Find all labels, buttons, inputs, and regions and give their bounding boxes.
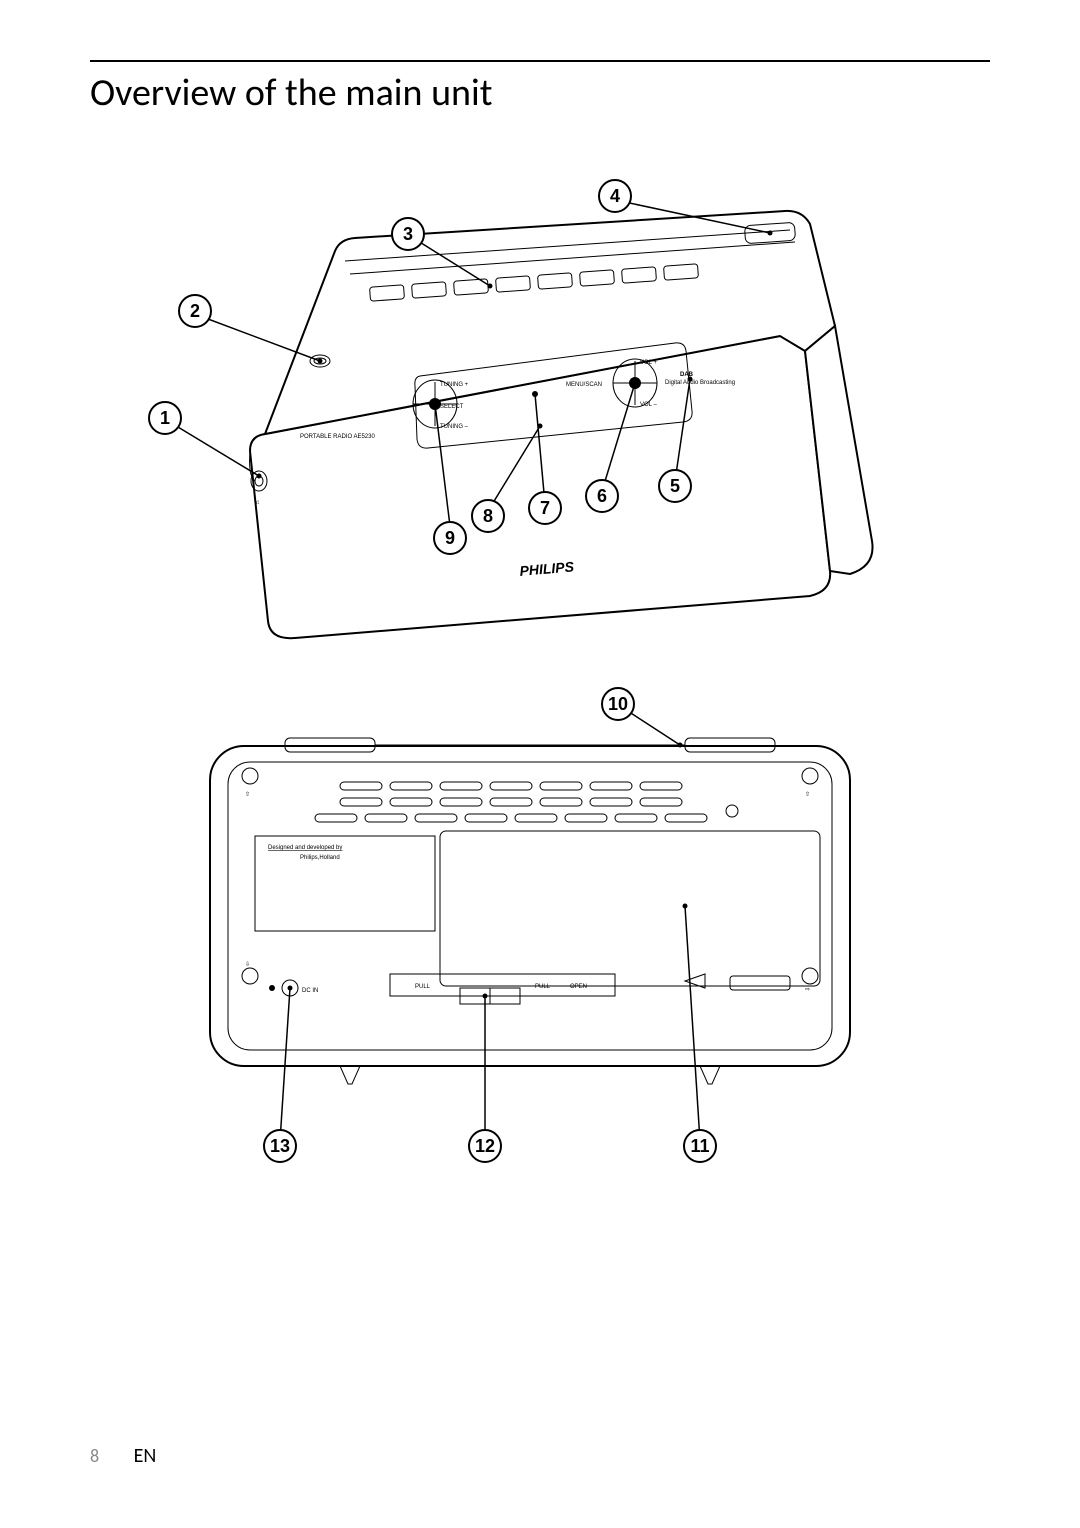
svg-text:6: 6 [597,486,607,506]
svg-text:1: 1 [160,408,170,428]
callout-1: 1 [149,402,181,434]
back-view-diagram: ⇧ ⇧ ⇩ ⇨ Designed and developed by Philip… [90,666,990,1206]
callout-7: 7 [529,492,561,524]
top-rule [90,60,990,62]
tuning-minus-label: TUNING – [440,424,469,430]
callout-9: 9 [434,522,466,554]
svg-text:4: 4 [610,186,620,206]
callout-3: 3 [392,218,424,250]
callout-12: 12 [469,1130,501,1162]
menu-scan-label: MENU/SCAN [566,382,602,388]
svg-text:♫: ♫ [255,500,260,506]
diagram-area: TUNING + TUNING – SELECT VOL + VOL – MEN… [90,146,990,1206]
radio-back-body: ⇧ ⇧ ⇩ ⇨ Designed and developed by Philip… [210,738,850,1084]
tuning-plus-label: TUNING + [440,382,469,388]
callout-2: 2 [179,295,211,327]
language-code: EN [134,1444,157,1468]
dc-in-label: DC IN [302,988,318,994]
svg-text:12: 12 [475,1136,495,1156]
callout-6: 6 [586,480,618,512]
page-number: 8 [90,1445,99,1467]
svg-text:3: 3 [403,224,413,244]
dab-sublabel: Digital Audio Broadcasting [665,380,735,386]
callout-13: 13 [264,1130,296,1162]
vol-minus-label: VOL – [640,402,657,408]
vol-plus-label: VOL + [640,360,657,366]
svg-text:2: 2 [190,301,200,321]
callout-8: 8 [472,500,504,532]
svg-text:10: 10 [608,694,628,714]
designed-by-label: Designed and developed by [268,845,342,851]
svg-text:11: 11 [690,1136,709,1156]
svg-text:9: 9 [445,528,455,548]
svg-text:⇩: ⇩ [245,961,250,968]
callout-4: 4 [599,180,631,212]
pull-label-1: PULL [415,984,431,990]
designed-by-label-2: Philips,Holland [300,855,340,861]
callout-10: 10 [602,688,634,720]
callout-5: 5 [659,470,691,502]
radio-front-body: TUNING + TUNING – SELECT VOL + VOL – MEN… [250,211,873,638]
svg-text:13: 13 [270,1136,290,1156]
svg-text:7: 7 [540,498,550,518]
select-label: SELECT [440,404,464,410]
svg-text:⇧: ⇧ [805,791,810,798]
front-view-diagram: TUNING + TUNING – SELECT VOL + VOL – MEN… [90,146,990,666]
callout-11: 11 [684,1130,716,1162]
model-label: PORTABLE RADIO AE5230 [300,434,375,440]
page-footer: 8 EN [90,1444,156,1468]
svg-text:⇨: ⇨ [805,987,810,993]
svg-text:⇧: ⇧ [245,791,250,798]
svg-text:5: 5 [670,476,680,496]
section-title: Overview of the main unit [90,70,990,116]
svg-text:8: 8 [483,506,493,526]
open-label: OPEN [570,984,587,990]
page-container: Overview of the main unit [90,60,990,1460]
pull-label-2: PULL [535,984,551,990]
